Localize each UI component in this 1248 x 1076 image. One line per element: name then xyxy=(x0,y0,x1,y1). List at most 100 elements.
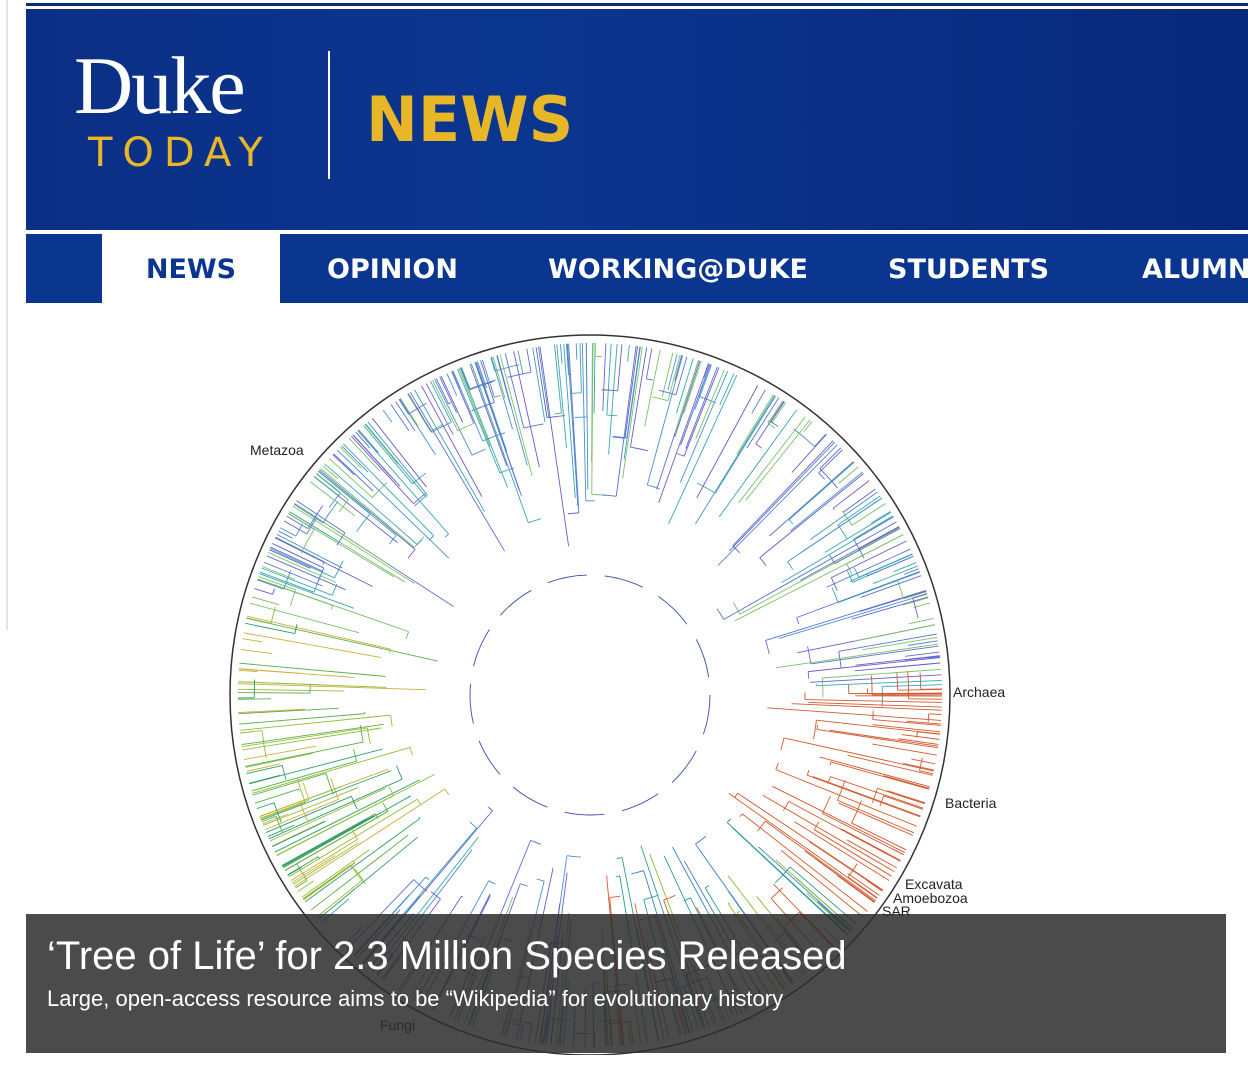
tree-branch xyxy=(276,795,394,856)
tree-branch xyxy=(810,674,942,683)
tree-branch xyxy=(330,605,334,610)
tree-branch xyxy=(765,590,927,641)
tree-branch xyxy=(324,463,418,545)
tree-branch xyxy=(405,631,409,639)
tree-branch xyxy=(794,821,890,881)
logo[interactable]: Duke xyxy=(74,40,246,131)
tree-branch xyxy=(295,880,308,889)
tree-branch xyxy=(355,431,371,449)
tree-branch xyxy=(680,370,729,483)
tree-branch xyxy=(813,821,820,830)
tree-branch xyxy=(313,571,323,593)
tree-branch xyxy=(265,795,352,833)
tree-branch xyxy=(425,876,430,881)
tree-branch xyxy=(683,360,702,414)
tree-branch xyxy=(304,818,421,903)
tree-branch xyxy=(358,429,379,453)
tree-branch xyxy=(821,795,831,814)
tree-branch xyxy=(626,346,641,439)
tree-branch xyxy=(685,366,718,449)
tree-branch xyxy=(927,656,940,659)
tree-branch xyxy=(281,765,287,780)
tree-branch xyxy=(846,534,904,564)
tree-branch xyxy=(259,571,315,593)
tree-branch xyxy=(246,617,272,624)
tree-branch xyxy=(448,402,451,405)
tree-branch xyxy=(896,673,899,691)
tree-branch xyxy=(263,561,323,587)
tree-branch xyxy=(367,421,428,496)
nav-item[interactable]: STUDENTS xyxy=(888,254,1050,285)
tree-branch xyxy=(254,788,299,804)
nav-item[interactable]: NEWS xyxy=(102,234,280,303)
tree-branch xyxy=(859,590,927,613)
tree-branch xyxy=(745,419,811,501)
tree-branch xyxy=(278,530,293,539)
rule xyxy=(26,230,1248,233)
nav-item[interactable]: ALUMNI xyxy=(1142,254,1248,285)
tree-branch xyxy=(851,822,907,851)
tree-branch xyxy=(568,343,580,513)
tree-branch xyxy=(275,536,325,563)
nav-item[interactable]: WORKING@DUKE xyxy=(548,254,808,285)
tree-branch xyxy=(490,357,496,372)
tree-branch xyxy=(316,879,364,918)
tree-branch xyxy=(409,392,505,552)
tree-branch xyxy=(907,640,938,646)
tree-branch xyxy=(430,891,441,900)
caption-title[interactable]: ‘Tree of Life’ for 2.3 Million Species R… xyxy=(47,934,847,978)
tree-branch xyxy=(566,343,570,372)
tree-branch xyxy=(251,760,357,792)
tree-branch xyxy=(617,344,623,391)
tree-branch xyxy=(440,421,452,429)
tree-branch xyxy=(452,370,484,442)
tree-branch xyxy=(246,765,283,775)
tree-branch xyxy=(282,818,368,867)
tree-branch xyxy=(732,440,834,547)
tree-branch xyxy=(566,343,579,505)
tree-branch xyxy=(260,799,310,819)
tree-branch xyxy=(357,430,449,535)
tree-branch xyxy=(261,567,333,596)
tree-branch xyxy=(409,747,413,756)
nav-item[interactable]: OPINION xyxy=(327,254,458,285)
tree-branch xyxy=(837,495,881,526)
tree-branch xyxy=(307,505,324,529)
tree-branch xyxy=(790,471,863,532)
tree-branch xyxy=(554,344,562,414)
tree-branch xyxy=(366,727,371,745)
tree-branch xyxy=(643,894,659,901)
tree-branch xyxy=(266,555,346,591)
tree-branch xyxy=(352,860,356,864)
tree-branch xyxy=(301,849,370,898)
tree-branch xyxy=(716,608,725,620)
caption[interactable]: ‘Tree of Life’ for 2.3 Million Species R… xyxy=(26,914,1226,1053)
tree-branch xyxy=(765,640,770,655)
tree-branch xyxy=(318,836,418,920)
tree-branch xyxy=(269,787,386,842)
header: Duke TODAY NEWS xyxy=(26,9,1248,230)
tree-branch xyxy=(646,355,684,486)
tree-branch xyxy=(606,343,612,416)
tree-branch xyxy=(469,363,508,466)
tree-branch xyxy=(289,511,339,542)
tree-branch xyxy=(297,880,314,892)
tree-branch xyxy=(803,421,813,433)
tree-branch xyxy=(250,602,360,634)
tree-branch xyxy=(421,385,483,497)
tree-branch xyxy=(829,729,939,747)
tree-branch xyxy=(293,503,324,524)
tree-branch xyxy=(602,343,607,412)
tree-branch xyxy=(851,503,886,526)
tree-branch xyxy=(847,873,880,896)
tree-branch xyxy=(523,423,544,429)
tree-branch xyxy=(559,344,563,364)
tree-branch xyxy=(694,364,712,410)
tree-branch xyxy=(675,356,688,395)
tree-branch xyxy=(838,802,914,836)
tree-branch xyxy=(491,356,513,430)
tree-branch xyxy=(903,591,927,600)
tree-branch xyxy=(585,343,588,418)
tree-branch xyxy=(847,863,858,878)
logo-sub[interactable]: TODAY xyxy=(88,130,273,176)
